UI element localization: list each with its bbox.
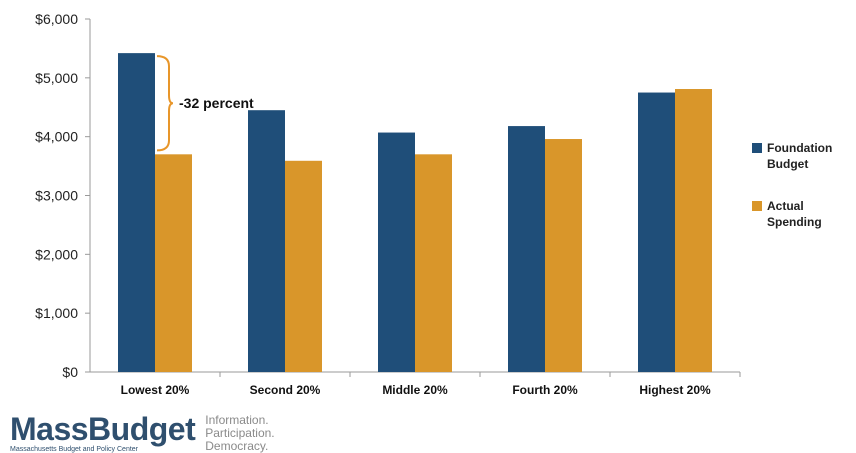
bar-foundation-budget-1	[118, 53, 155, 373]
y-tick-label: $6,000	[35, 11, 78, 27]
legend-label-foundation-line2: Budget	[767, 157, 809, 171]
legend-item-actual-spending: Actual Spending	[752, 198, 832, 230]
massbudget-logo: MassBudget	[10, 411, 196, 447]
legend-item-foundation-budget: Foundation Budget	[752, 140, 832, 172]
y-tick-label: $2,000	[35, 246, 78, 262]
y-tick-label: $0	[62, 364, 78, 380]
footer-branding: MassBudget Information. Participation. D…	[10, 412, 275, 453]
bar-foundation-budget-5	[638, 92, 675, 373]
tagline-line2: Participation.	[205, 426, 275, 440]
x-category-label: Middle 20%	[382, 383, 448, 397]
bar-actual-spending-1	[155, 154, 192, 372]
legend-label-foundation-line1: Foundation	[767, 141, 833, 155]
bar-foundation-budget-4	[508, 126, 545, 373]
x-category-label: Highest 20%	[639, 383, 711, 397]
legend-label-actual-line1: Actual	[767, 199, 804, 213]
y-tick-label: $5,000	[35, 70, 78, 86]
bar-actual-spending-4	[545, 139, 582, 372]
x-category-label: Fourth 20%	[512, 383, 578, 397]
annotation-bracket	[156, 55, 174, 152]
bar-foundation-budget-2	[248, 110, 285, 373]
y-tick-label: $4,000	[35, 129, 78, 145]
bar-foundation-budget-3	[378, 132, 415, 372]
tagline: Information. Participation. Democracy.	[205, 414, 274, 453]
tagline-line1: Information.	[205, 413, 269, 427]
legend-label-actual-line2: Spending	[767, 215, 822, 229]
bar-actual-spending-3	[415, 154, 452, 372]
y-tick-label: $3,000	[35, 188, 78, 204]
bar-actual-spending-2	[285, 160, 322, 372]
annotation-label: -32 percent	[179, 95, 254, 111]
x-category-label: Second 20%	[250, 383, 321, 397]
organization-subline: Massachusetts Budget and Policy Center	[10, 446, 139, 453]
legend-label-foundation-budget: Foundation Budget	[767, 140, 832, 172]
bar-actual-spending-5	[675, 89, 712, 373]
y-tick-label: $1,000	[35, 305, 78, 321]
legend-swatch-actual-spending	[752, 201, 762, 211]
legend-label-actual-spending: Actual Spending	[767, 198, 822, 230]
legend-swatch-foundation-budget	[752, 143, 762, 153]
x-category-label: Lowest 20%	[121, 383, 190, 397]
tagline-line3: Democracy.	[205, 439, 269, 453]
chart-legend: Foundation Budget Actual Spending	[752, 140, 832, 256]
